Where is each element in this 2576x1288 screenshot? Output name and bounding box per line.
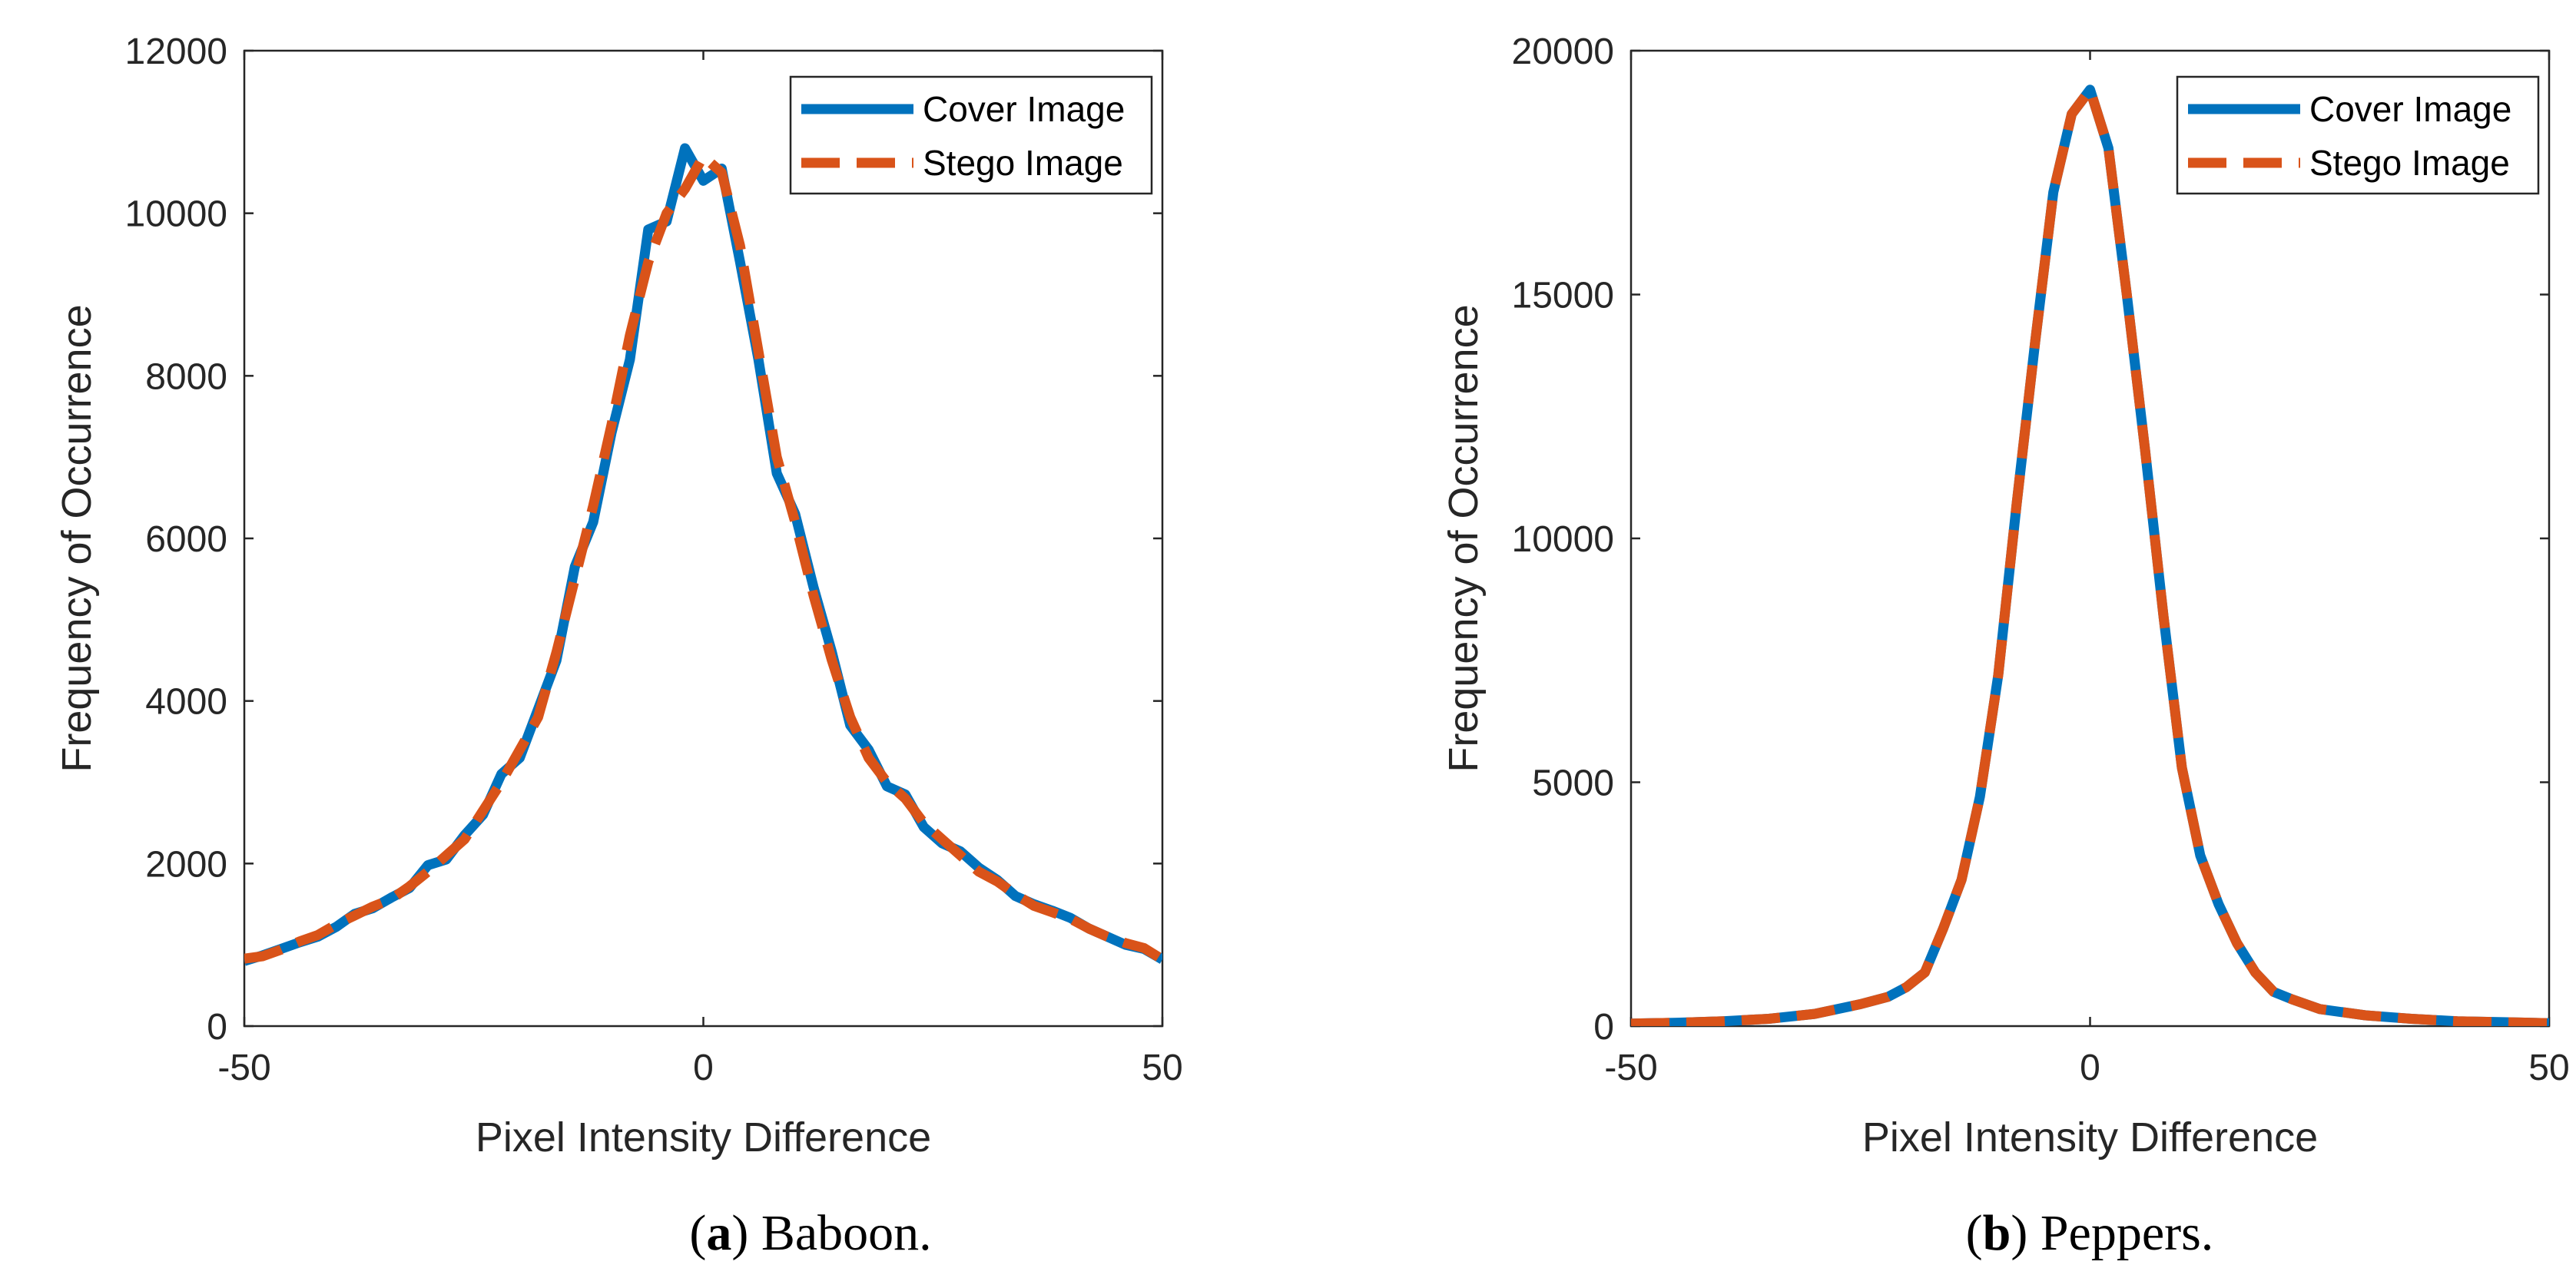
- legend-entry-label: Stego Image: [2309, 143, 2510, 183]
- legend-entry-label: Stego Image: [923, 143, 1123, 183]
- y-tick-label: 10000: [125, 194, 227, 235]
- stego-image-line: [1631, 84, 2549, 1026]
- legend: Cover Image Stego Image: [2176, 75, 2540, 195]
- y-axis-label: Frequency of Occurrence: [54, 304, 100, 772]
- caption-letter: a: [706, 1205, 731, 1261]
- caption-letter: b: [1983, 1205, 2011, 1261]
- y-tick-label: 0: [207, 1007, 227, 1048]
- y-tick-label: 10000: [1512, 519, 1614, 560]
- caption-open: (: [689, 1205, 706, 1261]
- x-tick-label: 0: [2080, 1048, 2100, 1088]
- plot-area: [243, 49, 1164, 1028]
- x-tick-label: 50: [1142, 1048, 1182, 1088]
- figure-caption: (a) Baboon.: [689, 1205, 931, 1261]
- y-tick-label: 15000: [1512, 276, 1614, 316]
- legend: Cover Image Stego Image: [789, 75, 1153, 195]
- stego-image-line: [244, 151, 1162, 964]
- x-tick-label: -50: [1604, 1048, 1657, 1088]
- x-axis-label: Pixel Intensity Difference: [1862, 1114, 2318, 1161]
- figure-caption: (b) Peppers.: [1966, 1205, 2214, 1261]
- y-tick-label: 5000: [1532, 763, 1614, 804]
- legend-box: [2176, 75, 2540, 195]
- y-tick-label: 6000: [145, 519, 227, 560]
- caption-text: ) Baboon.: [731, 1205, 931, 1261]
- y-tick-label: 0: [1593, 1007, 1614, 1048]
- plot-area: [1629, 49, 2551, 1028]
- y-axis-label: Frequency of Occurrence: [1441, 304, 1487, 772]
- y-tick-label: 12000: [125, 31, 227, 72]
- legend-entry-label: Cover Image: [923, 89, 1125, 129]
- x-tick-label: -50: [217, 1048, 270, 1088]
- caption-open: (: [1966, 1205, 1983, 1261]
- caption-text: ) Peppers.: [2011, 1205, 2213, 1261]
- y-tick-label: 8000: [145, 356, 227, 397]
- x-axis-label: Pixel Intensity Difference: [476, 1114, 931, 1161]
- y-tick-label: 20000: [1512, 31, 1614, 72]
- y-tick-label: 2000: [145, 844, 227, 885]
- x-tick-label: 0: [693, 1048, 714, 1088]
- legend-box: [789, 75, 1153, 195]
- legend-entry-label: Cover Image: [2309, 89, 2511, 129]
- y-tick-label: 4000: [145, 682, 227, 723]
- x-tick-label: 50: [2528, 1048, 2569, 1088]
